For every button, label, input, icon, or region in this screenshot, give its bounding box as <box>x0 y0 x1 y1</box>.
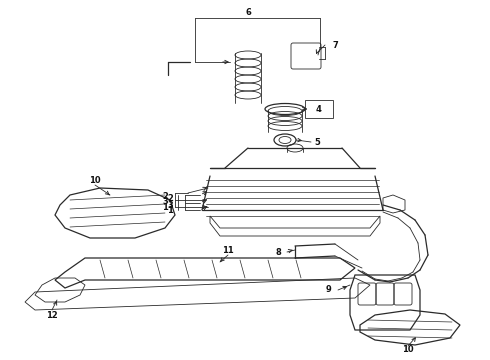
Text: 3: 3 <box>167 201 173 210</box>
Text: 8: 8 <box>275 248 281 257</box>
Text: 4: 4 <box>316 104 322 113</box>
Text: 3: 3 <box>162 197 168 206</box>
Text: 2: 2 <box>162 192 168 201</box>
Text: 6: 6 <box>245 8 251 17</box>
Text: 1: 1 <box>167 206 173 215</box>
Text: 12: 12 <box>46 310 58 320</box>
Text: 7: 7 <box>332 41 338 50</box>
Text: 10: 10 <box>89 176 101 185</box>
Text: 2: 2 <box>167 194 173 202</box>
Text: 10: 10 <box>402 346 414 355</box>
Text: 1: 1 <box>162 202 168 212</box>
Text: 9: 9 <box>325 285 331 294</box>
Text: 5: 5 <box>314 138 320 147</box>
Text: 11: 11 <box>222 246 234 255</box>
